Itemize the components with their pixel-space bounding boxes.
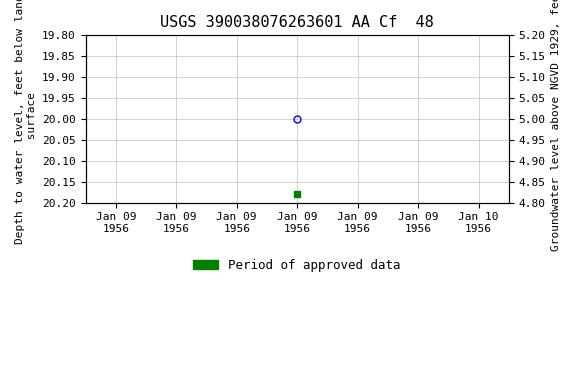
Legend: Period of approved data: Period of approved data <box>188 254 406 276</box>
Y-axis label: Groundwater level above NGVD 1929, feet: Groundwater level above NGVD 1929, feet <box>551 0 561 251</box>
Title: USGS 390038076263601 AA Cf  48: USGS 390038076263601 AA Cf 48 <box>160 15 434 30</box>
Y-axis label: Depth to water level, feet below land
 surface: Depth to water level, feet below land su… <box>15 0 37 244</box>
